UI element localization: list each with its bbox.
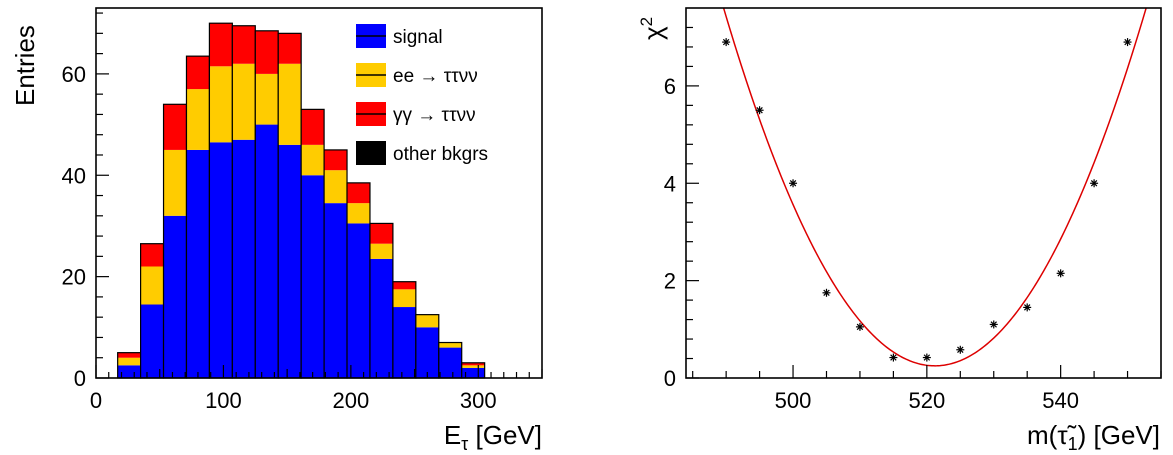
bar-0-bin-2 [163, 215, 187, 378]
chi2-point-12 [1123, 38, 1132, 47]
chi2-point-11 [1090, 179, 1099, 188]
bar-0-bin-6 [255, 124, 279, 378]
bar-1-bin-12 [392, 289, 416, 308]
chi2-point-9 [1023, 303, 1032, 312]
bar-1-bin-6 [255, 73, 279, 125]
chi2-point-7 [956, 345, 965, 354]
bar-2-bin-5 [232, 25, 256, 64]
chi2-frame [685, 7, 1162, 379]
bar-1-bin-14 [438, 342, 462, 348]
bar-0-bin-1 [140, 304, 164, 378]
chi2-point-4 [855, 322, 864, 331]
legend-label-1: ee → ττνν [393, 66, 478, 87]
histogram-bars [117, 22, 486, 379]
y-tick-label: 6 [664, 74, 676, 99]
bar-1-bin-11 [369, 243, 393, 259]
chi2-point-0 [722, 38, 731, 47]
bar-1-bin-8 [301, 144, 325, 176]
bar-1-bin-0 [117, 357, 141, 366]
chi2-point-10 [1056, 269, 1065, 278]
chi2-y-ticks: 0 2 4 6 [664, 26, 699, 391]
chi2-x-ticks: 500 520 540 [692, 365, 1162, 413]
parabola-fit-curve [722, 8, 1147, 367]
bar-2-bin-15 [461, 362, 485, 366]
y-tick-label: 20 [62, 265, 86, 290]
chi2-point-2 [789, 179, 798, 188]
bar-2-bin-3 [186, 56, 210, 90]
bar-1-bin-15 [461, 365, 485, 368]
x-tick-label: 0 [90, 388, 102, 413]
bar-2-bin-7 [278, 33, 302, 64]
bar-2-bin-6 [255, 30, 279, 74]
bar-2-bin-4 [209, 23, 233, 67]
chi2-y-axis-label: χ2 [637, 17, 668, 40]
chi2-point-5 [889, 353, 898, 362]
bar-1-bin-3 [186, 89, 210, 150]
bar-1-bin-4 [209, 66, 233, 143]
bar-1-bin-5 [232, 63, 256, 140]
bar-0-bin-0 [117, 365, 141, 378]
bar-0-bin-15 [461, 367, 485, 378]
y-tick-label: 0 [74, 366, 86, 391]
x-tick-label: 200 [332, 388, 369, 413]
bar-1-bin-10 [347, 203, 370, 224]
histogram-y-ticks: 0 20 40 60 [62, 12, 109, 391]
histogram-y-axis-label: Entries [10, 25, 40, 106]
bar-2-bin-2 [163, 104, 187, 150]
energy-histogram-chart: 0 100 200 300 0 20 40 60 Entries Eτ [GeV] sign… [10, 7, 543, 454]
x-tick-label: 300 [460, 388, 497, 413]
chi2-point-3 [822, 288, 831, 297]
bar-1-bin-7 [278, 63, 302, 145]
bar-0-bin-11 [369, 258, 393, 378]
x-tick-label: 100 [205, 388, 242, 413]
bar-0-bin-4 [209, 142, 233, 378]
bar-0-bin-14 [438, 347, 462, 378]
bar-2-bin-12 [392, 281, 416, 290]
bar-2-bin-8 [301, 109, 325, 145]
legend-label-2: γγ → ττνν [393, 105, 476, 126]
bar-2-bin-10 [347, 182, 370, 204]
histogram-legend: signal ee → ττνν γγ → ττνν other bkgrs [356, 24, 488, 165]
bar-1-bin-1 [140, 266, 164, 305]
bar-2-bin-11 [369, 223, 393, 244]
bar-0-bin-13 [415, 327, 439, 378]
bar-1-bin-9 [324, 170, 348, 204]
histogram-x-ticks: 0 100 200 300 [90, 365, 543, 413]
chi2-point-8 [989, 320, 998, 329]
bar-1-bin-13 [415, 314, 439, 328]
histogram-frame [95, 7, 543, 379]
chi2-points [722, 38, 1132, 362]
y-tick-label: 2 [664, 269, 676, 294]
legend-label-3: other bkgrs [393, 144, 488, 165]
x-tick-label: 500 [775, 388, 812, 413]
x-tick-label: 520 [908, 388, 945, 413]
bar-0-bin-8 [301, 175, 325, 378]
bar-0-bin-5 [232, 139, 256, 378]
chi2-point-1 [755, 106, 764, 115]
bar-2-bin-1 [140, 243, 164, 267]
bar-0-bin-12 [392, 307, 416, 378]
y-tick-label: 0 [664, 366, 676, 391]
bar-0-bin-7 [278, 144, 302, 378]
y-tick-label: 40 [62, 163, 86, 188]
chi2-scan-chart: 500 520 540 0 2 4 6 χ2 m(τ̃1) [GeV] [637, 7, 1162, 454]
bar-2-bin-0 [117, 352, 141, 358]
histogram-x-axis-label: Eτ [GeV] [444, 420, 542, 454]
chi2-point-6 [922, 353, 931, 362]
y-tick-label: 60 [62, 62, 86, 87]
legend-label-0: signal [393, 27, 443, 48]
chi2-x-axis-label: m(τ̃1) [GeV] [1027, 420, 1160, 454]
bar-0-bin-9 [324, 203, 348, 378]
bar-0-bin-10 [347, 223, 370, 378]
bar-2-bin-9 [324, 149, 348, 171]
bar-0-bin-3 [186, 149, 210, 378]
bar-1-bin-2 [163, 149, 187, 216]
x-tick-label: 540 [1042, 388, 1079, 413]
y-tick-label: 4 [664, 171, 676, 196]
